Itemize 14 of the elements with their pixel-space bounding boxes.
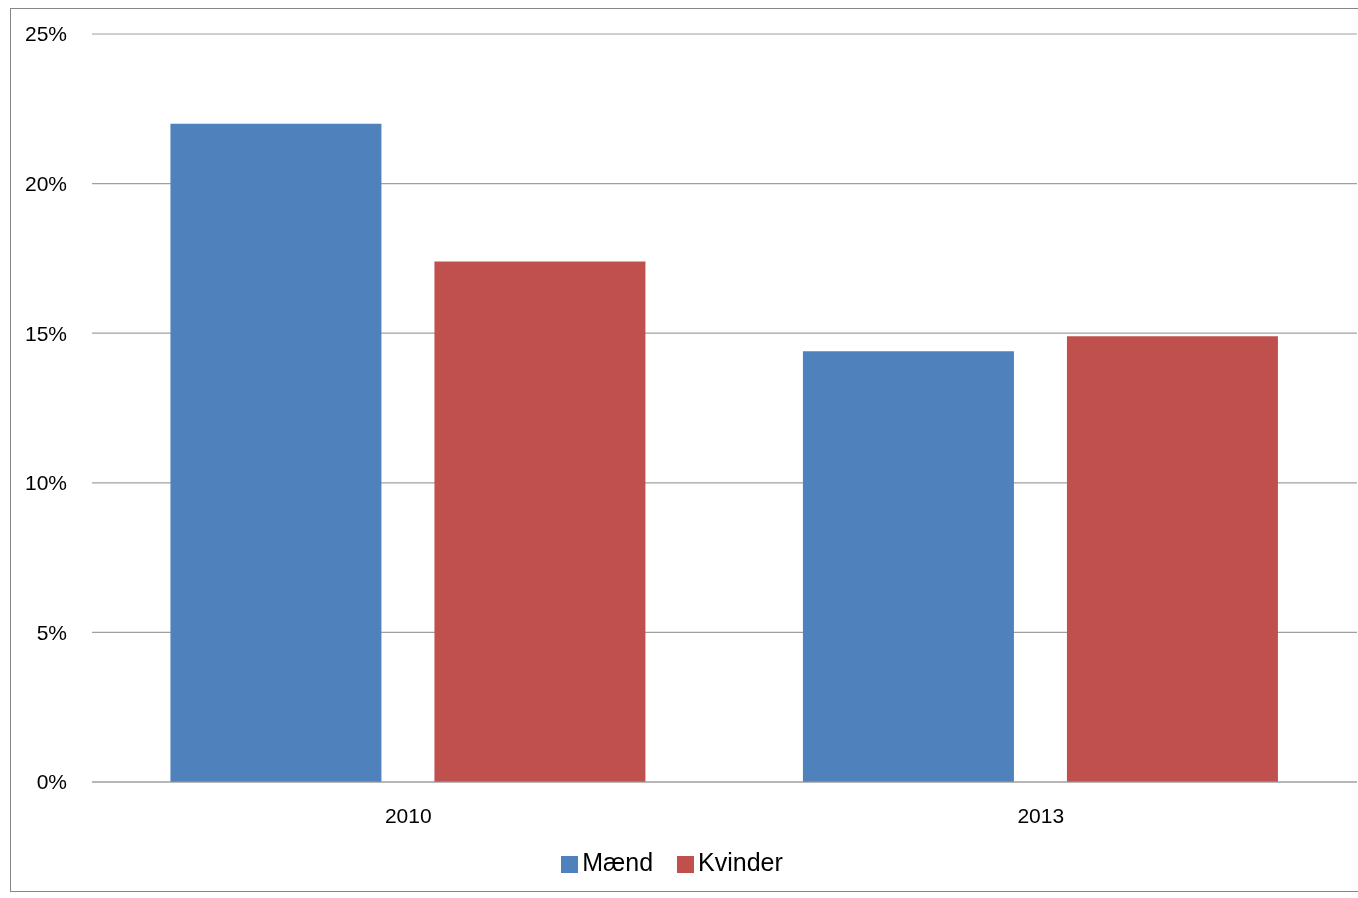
bar (1066, 336, 1278, 782)
legend-label: Kvinder (698, 848, 783, 876)
y-tick-label: 0% (36, 770, 67, 794)
bar (802, 351, 1014, 782)
y-tick-label: 25% (24, 22, 67, 46)
y-tick-label: 5% (36, 620, 67, 644)
y-tick-label: 15% (24, 321, 67, 345)
y-tick-label: 10% (24, 471, 67, 495)
legend-label: Mænd (582, 848, 654, 876)
y-tick-label: 20% (24, 172, 67, 196)
bar (434, 261, 646, 782)
x-tick-label: 2010 (384, 803, 432, 827)
x-tick-label: 2013 (1017, 803, 1065, 827)
bar (170, 123, 382, 782)
